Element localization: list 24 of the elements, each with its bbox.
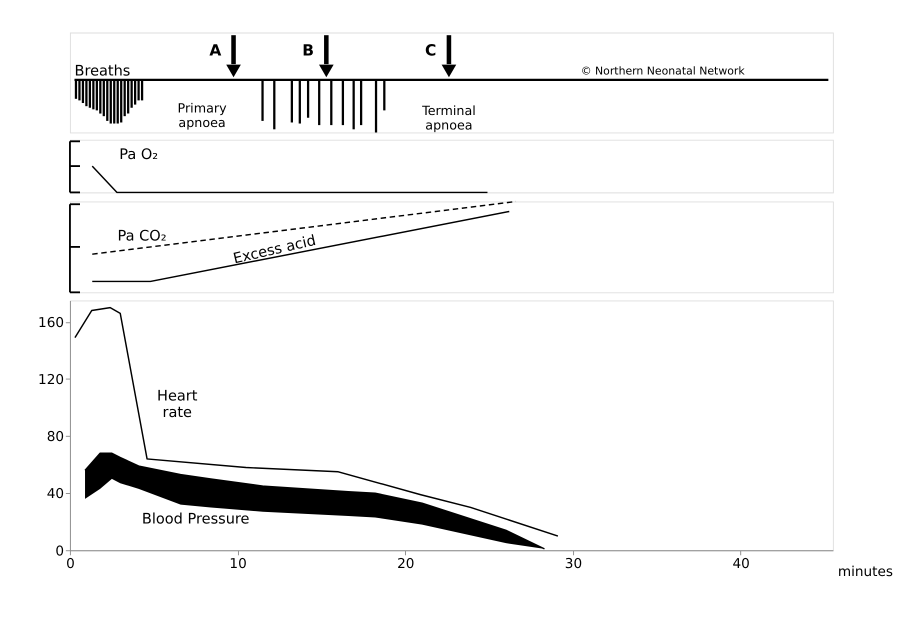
series-label: Pa O₂ <box>119 146 158 163</box>
y-tick-label: 120 <box>38 372 64 388</box>
x-axis-title: minutes <box>838 564 893 580</box>
series-label: Blood Pressure <box>142 511 250 528</box>
x-tick-label: 10 <box>229 556 247 572</box>
y-tick-label: 160 <box>38 314 64 331</box>
series-label: Pa CO₂ <box>118 228 167 245</box>
y-tick-label: 0 <box>55 543 64 560</box>
x-tick-label: 30 <box>564 556 582 572</box>
text: B <box>302 42 314 60</box>
y-axis-title: Breaths <box>74 63 130 80</box>
y-tick-label: 80 <box>46 429 64 446</box>
annotation: Terminal apnoea <box>421 103 476 133</box>
line-series <box>74 306 559 537</box>
text: © Northern Neonatal Network <box>580 64 746 78</box>
annotation: Primary apnoea <box>178 100 228 130</box>
y-tick-label: 40 <box>46 486 64 502</box>
x-tick-label: 40 <box>732 556 750 572</box>
text: A <box>209 42 222 60</box>
series-label: Heart rate <box>157 388 198 422</box>
text: Excess acid <box>232 232 318 268</box>
x-tick-label: 20 <box>397 556 414 572</box>
text: C <box>425 42 436 60</box>
x-tick-label: 0 <box>66 556 75 572</box>
